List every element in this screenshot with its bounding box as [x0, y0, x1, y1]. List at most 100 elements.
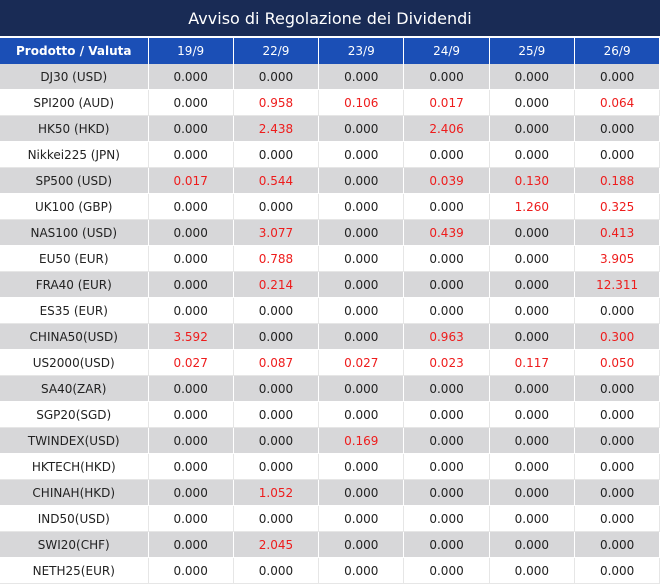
- value-cell: 0.039: [403, 167, 490, 194]
- value-cell: 0.000: [574, 427, 660, 454]
- value-cell: 0.000: [574, 297, 660, 324]
- column-header-date: 26/9: [574, 38, 660, 64]
- value-cell: 0.788: [233, 245, 320, 272]
- product-cell: CHINAH(HKD): [0, 479, 149, 506]
- value-cell: 0.000: [318, 531, 405, 558]
- value-cell: 0.000: [318, 453, 405, 480]
- table-row: US2000(USD) 0.027 0.087 0.027 0.023 0.117 0.05…: [0, 349, 660, 376]
- product-cell: SA40(ZAR): [0, 375, 149, 402]
- value-cell: 0.000: [489, 505, 575, 532]
- value-cell: 0.000: [489, 64, 575, 90]
- value-cell: 0.000: [403, 193, 490, 220]
- value-cell: 0.000: [574, 141, 660, 168]
- value-cell: 0.000: [233, 453, 320, 480]
- value-cell: 0.000: [233, 323, 320, 350]
- table-row: ES35 (EUR) 0.000 0.000 0.000 0.000 0.000 0.000: [0, 297, 660, 324]
- value-cell: 0.000: [148, 557, 234, 584]
- value-cell: 0.000: [318, 167, 405, 194]
- product-cell: SPI200 (AUD): [0, 89, 149, 116]
- value-cell: 3.905: [574, 245, 660, 272]
- value-cell: 0.017: [403, 89, 490, 116]
- value-cell: 0.000: [233, 557, 320, 584]
- table-row: SP500 (USD) 0.017 0.544 0.000 0.039 0.130 0.18…: [0, 167, 660, 194]
- value-cell: 0.000: [148, 115, 234, 142]
- value-cell: 0.000: [574, 479, 660, 506]
- value-cell: 0.000: [148, 427, 234, 454]
- value-cell: 0.000: [233, 141, 320, 168]
- value-cell: 0.000: [403, 479, 490, 506]
- column-header-product: Prodotto / Valuta: [0, 38, 149, 64]
- value-cell: 0.000: [403, 64, 490, 90]
- value-cell: 1.052: [233, 479, 320, 506]
- value-cell: 0.000: [318, 375, 405, 402]
- value-cell: 0.000: [574, 401, 660, 428]
- table-row: TWINDEX(USD) 0.000 0.000 0.169 0.000 0.000 0.0…: [0, 427, 660, 454]
- value-cell: 0.963: [403, 323, 490, 350]
- value-cell: 0.000: [489, 531, 575, 558]
- value-cell: 0.023: [403, 349, 490, 376]
- product-cell: IND50(USD): [0, 505, 149, 532]
- product-cell: SWI20(CHF): [0, 531, 149, 558]
- value-cell: 2.406: [403, 115, 490, 142]
- table-row: FRA40 (EUR) 0.000 0.214 0.000 0.000 0.000 12.3…: [0, 271, 660, 298]
- value-cell: 0.117: [489, 349, 575, 376]
- value-cell: 0.000: [318, 323, 405, 350]
- column-header-date: 19/9: [148, 38, 234, 64]
- value-cell: 0.000: [403, 427, 490, 454]
- product-cell: NAS100 (USD): [0, 219, 149, 246]
- table-row: NETH25(EUR) 0.000 0.000 0.000 0.000 0.000 0.00…: [0, 557, 660, 584]
- table-row: EU50 (EUR) 0.000 0.788 0.000 0.000 0.000 3.905: [0, 245, 660, 272]
- value-cell: 0.000: [574, 505, 660, 532]
- value-cell: 0.000: [148, 219, 234, 246]
- value-cell: 0.188: [574, 167, 660, 194]
- value-cell: 0.000: [318, 245, 405, 272]
- value-cell: 3.077: [233, 219, 320, 246]
- product-cell: TWINDEX(USD): [0, 427, 149, 454]
- product-cell: FRA40 (EUR): [0, 271, 149, 298]
- value-cell: 0.214: [233, 271, 320, 298]
- value-cell: 0.000: [489, 141, 575, 168]
- value-cell: 0.000: [403, 245, 490, 272]
- value-cell: 0.000: [403, 297, 490, 324]
- value-cell: 0.000: [403, 141, 490, 168]
- value-cell: 0.000: [233, 375, 320, 402]
- value-cell: 0.000: [233, 297, 320, 324]
- table-row: SA40(ZAR) 0.000 0.000 0.000 0.000 0.000 0.000: [0, 375, 660, 402]
- product-cell: SGP20(SGD): [0, 401, 149, 428]
- value-cell: 0.000: [403, 453, 490, 480]
- value-cell: 0.000: [148, 375, 234, 402]
- value-cell: 0.000: [574, 453, 660, 480]
- table-row: SWI20(CHF) 0.000 2.045 0.000 0.000 0.000 0.000: [0, 531, 660, 558]
- value-cell: 0.000: [403, 557, 490, 584]
- value-cell: 0.000: [574, 531, 660, 558]
- table-row: HKTECH(HKD) 0.000 0.000 0.000 0.000 0.000 0.00…: [0, 453, 660, 480]
- table-row: CHINAH(HKD) 0.000 1.052 0.000 0.000 0.000 0.00…: [0, 479, 660, 506]
- dividend-table: Prodotto / Valuta 19/9 22/9 23/9 24/9 25…: [0, 38, 660, 584]
- product-cell: CHINA50(USD): [0, 323, 149, 350]
- value-cell: 3.592: [148, 323, 234, 350]
- value-cell: 1.260: [489, 193, 575, 220]
- product-cell: EU50 (EUR): [0, 245, 149, 272]
- value-cell: 0.000: [318, 479, 405, 506]
- value-cell: 0.000: [489, 479, 575, 506]
- table-row: DJ30 (USD) 0.000 0.000 0.000 0.000 0.000 0.000: [0, 64, 660, 90]
- value-cell: 0.413: [574, 219, 660, 246]
- value-cell: 0.000: [403, 505, 490, 532]
- value-cell: 0.000: [489, 297, 575, 324]
- table-row: IND50(USD) 0.000 0.000 0.000 0.000 0.000 0.000: [0, 505, 660, 532]
- value-cell: 0.000: [318, 271, 405, 298]
- value-cell: 0.000: [148, 271, 234, 298]
- value-cell: 0.000: [148, 89, 234, 116]
- value-cell: 0.000: [489, 453, 575, 480]
- column-header-date: 23/9: [318, 38, 405, 64]
- column-header-date: 22/9: [233, 38, 320, 64]
- value-cell: 0.000: [489, 89, 575, 116]
- product-cell: HKTECH(HKD): [0, 453, 149, 480]
- value-cell: 0.027: [148, 349, 234, 376]
- table-body: DJ30 (USD) 0.000 0.000 0.000 0.000 0.000 0.000…: [0, 64, 660, 584]
- value-cell: 0.000: [148, 64, 234, 90]
- value-cell: 0.000: [574, 64, 660, 90]
- value-cell: 0.000: [574, 375, 660, 402]
- value-cell: 0.000: [318, 193, 405, 220]
- value-cell: 2.438: [233, 115, 320, 142]
